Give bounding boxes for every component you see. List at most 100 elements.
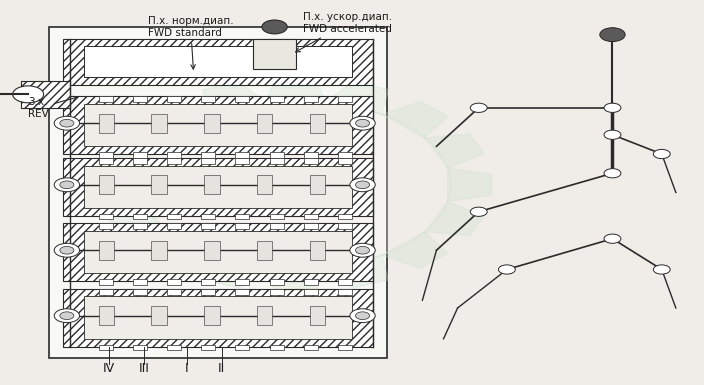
Bar	[133, 214, 147, 219]
Bar	[99, 241, 114, 260]
Polygon shape	[382, 102, 448, 138]
Bar	[49, 27, 387, 358]
Bar	[204, 241, 220, 260]
Bar	[338, 96, 352, 102]
Bar	[84, 231, 352, 273]
Circle shape	[604, 103, 621, 112]
Text: П.х. норм.диап.
FWD standard: П.х. норм.диап. FWD standard	[148, 16, 234, 69]
Bar	[235, 345, 249, 350]
Bar	[167, 345, 181, 350]
Bar	[63, 96, 373, 154]
Polygon shape	[203, 255, 265, 288]
Bar	[201, 289, 215, 295]
Bar	[21, 81, 70, 108]
Polygon shape	[265, 77, 326, 102]
Bar	[63, 158, 373, 216]
Bar	[201, 279, 215, 285]
Bar	[270, 158, 284, 164]
Bar	[167, 152, 181, 158]
Bar	[270, 345, 284, 350]
Bar	[303, 96, 318, 102]
Bar	[167, 289, 181, 295]
Circle shape	[604, 130, 621, 139]
Polygon shape	[448, 168, 492, 201]
Bar	[257, 241, 272, 260]
Bar	[338, 214, 352, 219]
Bar	[99, 223, 113, 229]
Bar	[63, 223, 373, 281]
Bar	[99, 279, 113, 285]
Bar	[133, 279, 147, 285]
Bar	[310, 241, 325, 260]
Bar	[84, 166, 352, 208]
Polygon shape	[425, 201, 484, 236]
Text: 3.х.
REV: 3.х. REV	[28, 96, 77, 119]
Bar	[63, 289, 373, 346]
Polygon shape	[326, 255, 389, 288]
Bar	[338, 152, 352, 158]
Polygon shape	[107, 201, 167, 236]
Bar	[151, 241, 167, 260]
Bar	[235, 152, 249, 158]
Bar	[235, 214, 249, 219]
Circle shape	[350, 178, 375, 192]
Bar	[235, 158, 249, 164]
Circle shape	[600, 28, 625, 42]
Bar	[310, 175, 325, 194]
Polygon shape	[326, 82, 389, 114]
Bar	[303, 279, 318, 285]
Bar	[201, 152, 215, 158]
Polygon shape	[144, 232, 210, 268]
Polygon shape	[144, 102, 210, 138]
Circle shape	[141, 100, 451, 270]
Bar	[303, 158, 318, 164]
Bar	[338, 223, 352, 229]
Bar	[303, 289, 318, 295]
Circle shape	[653, 265, 670, 274]
Bar	[133, 345, 147, 350]
Circle shape	[356, 246, 370, 254]
Bar	[133, 158, 147, 164]
Circle shape	[356, 181, 370, 189]
Circle shape	[13, 86, 44, 103]
Circle shape	[498, 265, 515, 274]
Text: IV: IV	[103, 362, 115, 375]
Bar	[235, 96, 249, 102]
Bar	[201, 96, 215, 102]
Bar	[270, 96, 284, 102]
Bar	[63, 38, 373, 85]
Circle shape	[54, 178, 80, 192]
Bar	[167, 223, 181, 229]
Bar	[270, 289, 284, 295]
Bar	[257, 175, 272, 194]
Bar	[99, 345, 113, 350]
Circle shape	[262, 20, 287, 34]
Bar	[99, 158, 113, 164]
Circle shape	[60, 246, 74, 254]
Bar	[201, 345, 215, 350]
Bar	[151, 306, 167, 325]
Bar	[303, 152, 318, 158]
Circle shape	[60, 119, 74, 127]
Bar	[84, 296, 352, 339]
Circle shape	[356, 119, 370, 127]
Polygon shape	[107, 134, 167, 168]
Bar	[303, 214, 318, 219]
Bar	[235, 289, 249, 295]
Bar	[151, 175, 167, 194]
Text: РЕКБ: РЕКБ	[217, 166, 375, 219]
Circle shape	[350, 309, 375, 323]
Bar	[99, 152, 113, 158]
Text: П.х. ускор.диап.
FWD accelerated: П.х. ускор.диап. FWD accelerated	[296, 12, 392, 52]
Polygon shape	[265, 268, 326, 292]
Bar	[201, 223, 215, 229]
Bar	[310, 114, 325, 133]
Circle shape	[604, 234, 621, 243]
Bar	[270, 152, 284, 158]
Circle shape	[470, 103, 487, 112]
Bar	[99, 114, 114, 133]
Bar	[253, 38, 296, 69]
Bar	[167, 96, 181, 102]
Circle shape	[356, 312, 370, 320]
Bar	[167, 214, 181, 219]
